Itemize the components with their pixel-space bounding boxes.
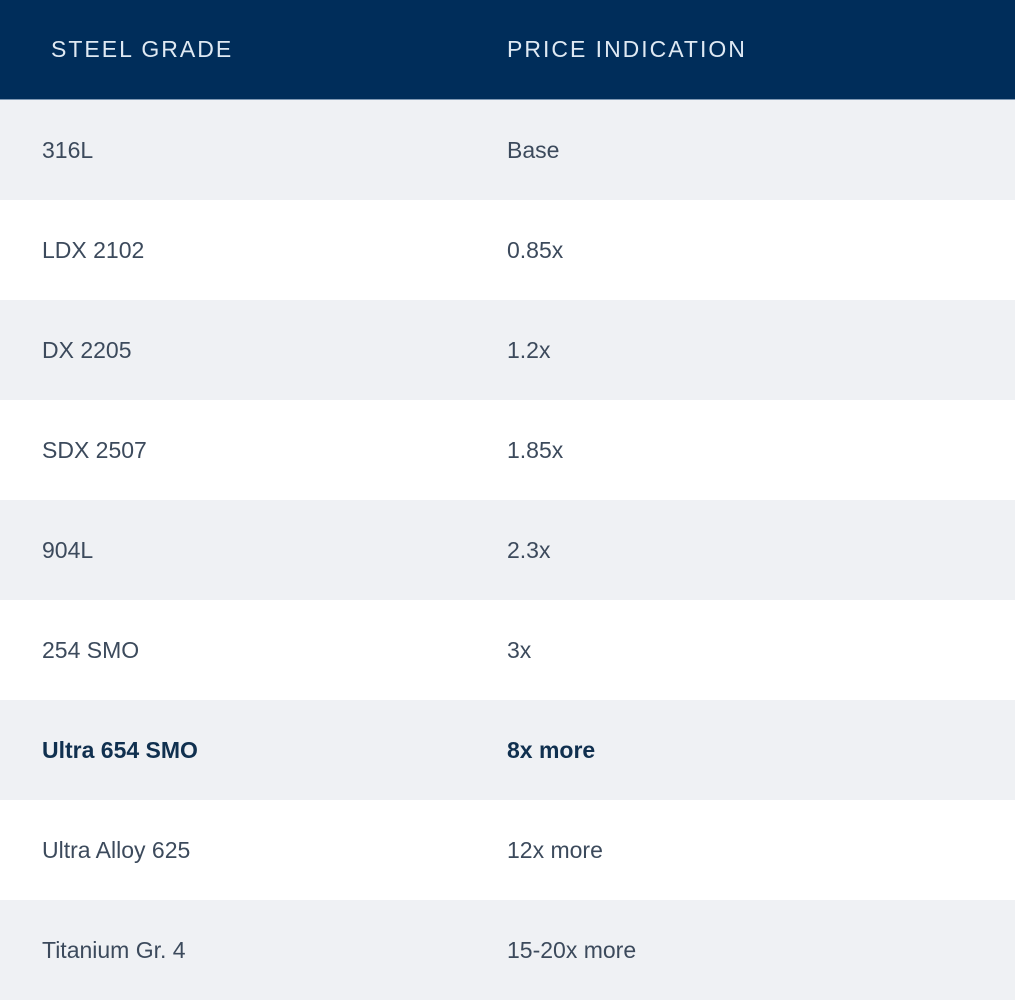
column-header-steel-grade: STEEL GRADE: [0, 0, 507, 100]
grade-cell: 316L: [0, 99, 507, 200]
table-row: DX 2205 1.2x: [0, 300, 1015, 400]
grade-cell: Titanium Gr. 4: [0, 900, 507, 1000]
grade-cell: 254 SMO: [0, 600, 507, 700]
price-cell: 15-20x more: [507, 900, 1015, 1000]
table-row: Ultra Alloy 625 12x more: [0, 800, 1015, 900]
grade-cell: Ultra 654 SMO: [0, 700, 507, 800]
table-row: SDX 2507 1.85x: [0, 400, 1015, 500]
grade-cell: Ultra Alloy 625: [0, 800, 507, 900]
table-row: 316L Base: [0, 99, 1015, 200]
price-cell: 8x more: [507, 700, 1015, 800]
grade-cell: 904L: [0, 500, 507, 600]
table-row: 254 SMO 3x: [0, 600, 1015, 700]
price-cell: 0.85x: [507, 200, 1015, 300]
price-cell: 2.3x: [507, 500, 1015, 600]
table-header-row: STEEL GRADE PRICE INDICATION: [0, 0, 1015, 100]
table-row: 904L 2.3x: [0, 500, 1015, 600]
column-header-price-indication: PRICE INDICATION: [507, 0, 1015, 100]
price-cell: 3x: [507, 600, 1015, 700]
price-cell: 12x more: [507, 800, 1015, 900]
price-cell: Base: [507, 99, 1015, 200]
table-row-highlighted: Ultra 654 SMO 8x more: [0, 700, 1015, 800]
price-cell: 1.85x: [507, 400, 1015, 500]
grade-cell: DX 2205: [0, 300, 507, 400]
grade-cell: SDX 2507: [0, 400, 507, 500]
table-row: LDX 2102 0.85x: [0, 200, 1015, 300]
grade-cell: LDX 2102: [0, 200, 507, 300]
table-row: Titanium Gr. 4 15-20x more: [0, 900, 1015, 1000]
price-cell: 1.2x: [507, 300, 1015, 400]
